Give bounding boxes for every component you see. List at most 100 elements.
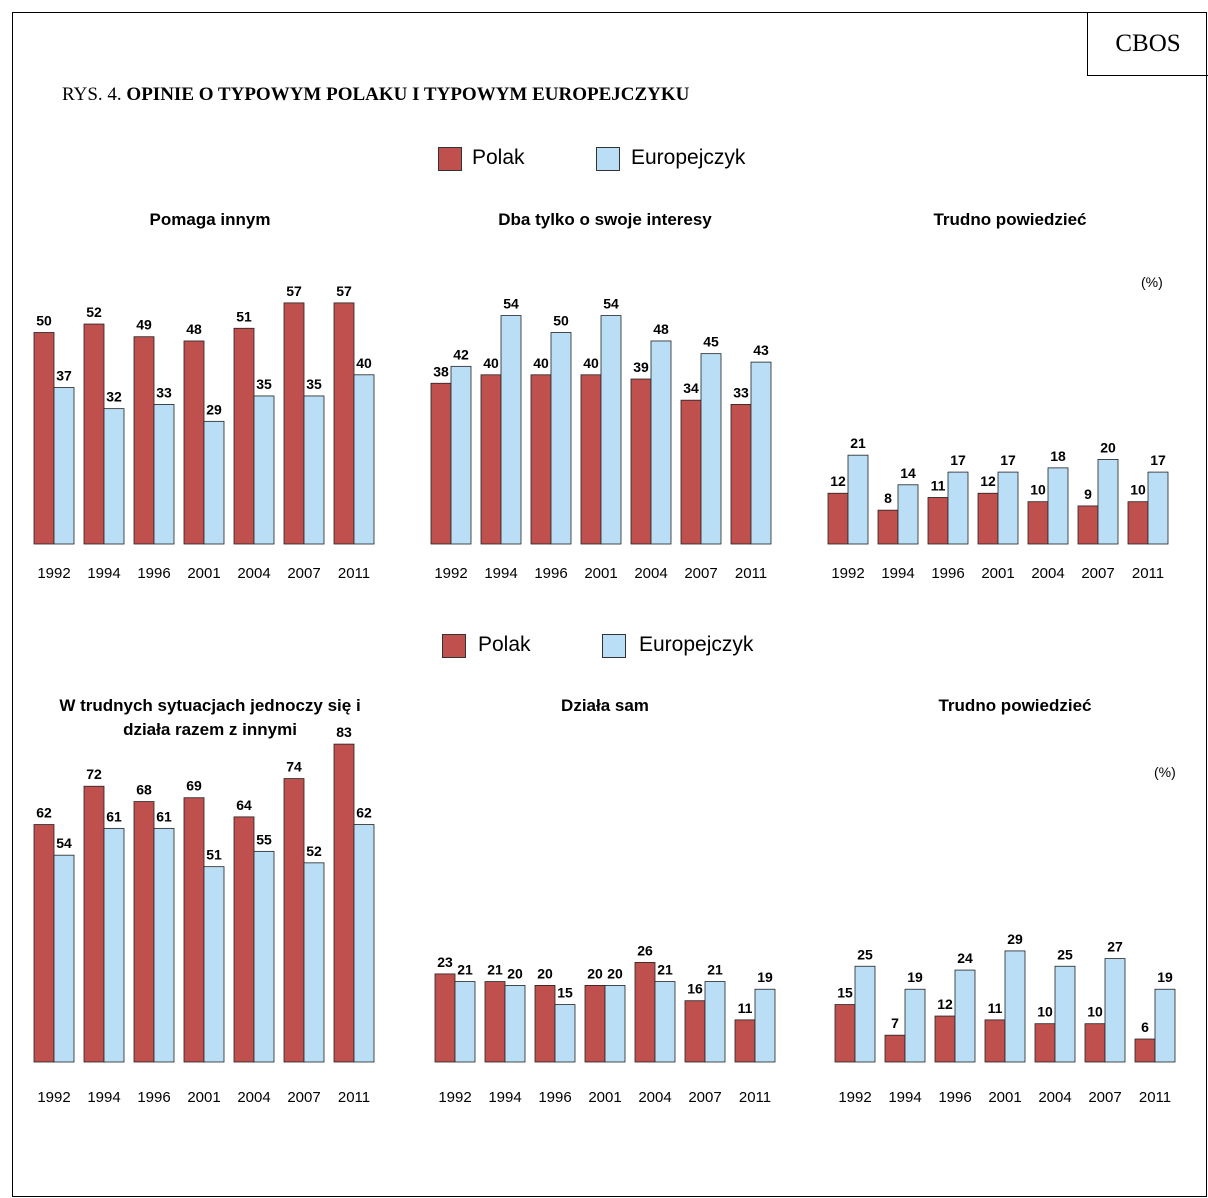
bar-europejczyk-2011 [1154, 988, 1176, 1063]
bar-polak-2007 [283, 778, 305, 1063]
data-label-europejczyk-2011: 19 [757, 969, 773, 985]
x-tick-label-1992: 1992 [37, 565, 70, 582]
data-label-polak-2004: 26 [637, 942, 653, 958]
x-tick-label-2007: 2007 [684, 565, 717, 582]
data-label-europejczyk-1996: 24 [957, 950, 973, 966]
data-label-polak-2001: 69 [186, 778, 202, 794]
data-label-polak-1992: 50 [36, 313, 52, 329]
bar-europejczyk-2011 [353, 374, 375, 545]
data-label-europejczyk-1996: 61 [156, 808, 172, 824]
data-label-polak-1992: 23 [437, 954, 453, 970]
bar-polak-1994 [877, 509, 899, 545]
bar-europejczyk-2001 [203, 420, 225, 545]
x-tick-label-2004: 2004 [237, 565, 270, 582]
legend-top: Polak Europejczyk [438, 144, 778, 174]
x-tick-label-2011: 2011 [1139, 1089, 1171, 1106]
data-label-europejczyk-1994: 61 [106, 808, 122, 824]
figure-heading: RYS. 4. OPINIE O TYPOWYM POLAKU I TYPOWY… [62, 84, 689, 106]
data-label-polak-1994: 52 [86, 304, 102, 320]
data-label-polak-2011: 83 [336, 724, 352, 740]
bar-europejczyk-1994 [500, 315, 522, 545]
bar-europejczyk-2011 [754, 988, 776, 1063]
unit-label-bottom: (%) [1154, 764, 1176, 780]
bar-europejczyk-1996 [550, 332, 572, 545]
x-tick-label-1992: 1992 [434, 565, 467, 582]
bar-europejczyk-1992 [454, 981, 476, 1063]
bar-polak-1992 [827, 492, 849, 545]
chart-title-trudno-powiedziec-bottom: Trudno powiedzieć [938, 696, 1092, 715]
x-tick-label-1996: 1996 [538, 1089, 571, 1106]
x-tick-label-1994: 1994 [888, 1089, 921, 1106]
x-tick-label-2004: 2004 [1038, 1089, 1071, 1106]
bar-polak-2007 [283, 302, 305, 545]
x-tick-label-1994: 1994 [87, 565, 120, 582]
bar-polak-1994 [884, 1034, 906, 1063]
figure-frame [12, 12, 1207, 1197]
bar-europejczyk-2011 [750, 361, 772, 545]
data-label-europejczyk-2001: 29 [206, 401, 222, 417]
data-label-polak-1996: 12 [937, 996, 953, 1012]
bar-polak-1992 [33, 824, 55, 1063]
data-label-polak-2004: 39 [633, 359, 649, 375]
bar-polak-2007 [684, 1000, 706, 1063]
bar-polak-1992 [434, 973, 456, 1063]
x-tick-label-1994: 1994 [488, 1089, 521, 1106]
data-label-polak-1996: 40 [533, 355, 549, 371]
data-label-polak-1992: 15 [837, 985, 853, 1001]
bar-polak-1996 [133, 336, 155, 545]
bar-polak-2001 [584, 985, 606, 1063]
bar-europejczyk-1992 [53, 387, 75, 545]
bar-europejczyk-1992 [847, 454, 869, 545]
bar-polak-1996 [133, 801, 155, 1063]
data-label-europejczyk-1992: 21 [457, 962, 473, 978]
bar-polak-1994 [83, 785, 105, 1063]
bar-europejczyk-2001 [203, 866, 225, 1063]
x-tick-label-2011: 2011 [338, 1089, 370, 1106]
data-label-europejczyk-2001: 51 [206, 847, 222, 863]
bar-europejczyk-2001 [604, 985, 626, 1063]
bar-europejczyk-1992 [854, 965, 876, 1063]
data-label-polak-2011: 33 [733, 384, 749, 400]
bar-europejczyk-2007 [1104, 958, 1126, 1063]
x-tick-label-1996: 1996 [938, 1089, 971, 1106]
data-label-europejczyk-2007: 45 [703, 334, 719, 350]
chart-title-pomaga-innym: Pomaga innym [149, 210, 271, 229]
bar-polak-2004 [233, 816, 255, 1063]
legend-swatch-polak [442, 634, 466, 658]
bar-polak-2001 [984, 1019, 1006, 1063]
x-tick-label-2007: 2007 [1081, 565, 1114, 582]
bar-polak-2001 [580, 374, 602, 545]
bar-europejczyk-2001 [1004, 950, 1026, 1063]
bar-europejczyk-1996 [554, 1004, 576, 1063]
bar-polak-2004 [634, 962, 656, 1063]
data-label-europejczyk-2004: 21 [657, 962, 673, 978]
data-label-europejczyk-2004: 35 [256, 376, 272, 392]
data-label-europejczyk-1992: 25 [857, 946, 873, 962]
bar-europejczyk-2007 [303, 395, 325, 545]
data-label-polak-2001: 48 [186, 321, 202, 337]
bar-europejczyk-1996 [954, 969, 976, 1063]
bar-europejczyk-2004 [253, 395, 275, 545]
bar-europejczyk-1994 [103, 827, 125, 1063]
brand-label: CBOS [1087, 12, 1208, 76]
x-tick-label-2007: 2007 [287, 565, 320, 582]
chart-title-trudno-powiedziec-top: Trudno powiedzieć [933, 210, 1087, 229]
x-tick-label-1992: 1992 [37, 1089, 70, 1106]
figure-title: OPINIE O TYPOWYM POLAKU I TYPOWYM EUROPE… [126, 84, 690, 105]
data-label-europejczyk-1994: 20 [507, 965, 523, 981]
bar-europejczyk-1994 [504, 985, 526, 1063]
bar-europejczyk-2011 [1147, 471, 1169, 545]
x-tick-label-2011: 2011 [1132, 565, 1164, 582]
bar-polak-1996 [534, 985, 556, 1063]
bar-polak-2011 [730, 404, 752, 545]
data-label-polak-1996: 20 [537, 965, 553, 981]
bar-polak-1996 [934, 1015, 956, 1063]
bar-polak-2011 [734, 1019, 756, 1063]
data-label-europejczyk-2007: 52 [306, 843, 322, 859]
bar-polak-2011 [333, 302, 355, 545]
bar-europejczyk-2011 [353, 824, 375, 1063]
data-label-polak-1994: 21 [487, 962, 503, 978]
bar-polak-1996 [530, 374, 552, 545]
bar-polak-1992 [834, 1004, 856, 1063]
